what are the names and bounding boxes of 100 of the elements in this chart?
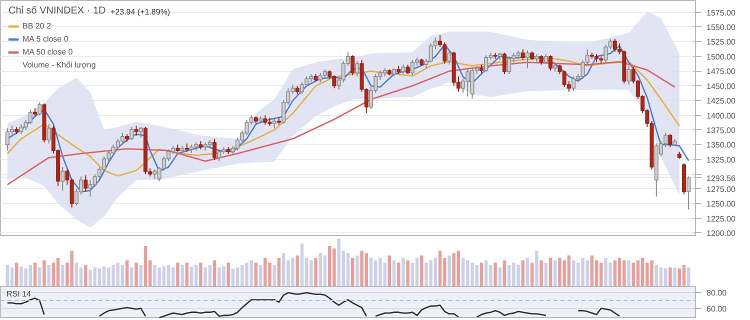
candlestick [520, 48, 525, 60]
bar [212, 260, 216, 286]
bar [554, 260, 557, 286]
candlestick [46, 124, 51, 144]
bar [682, 265, 686, 286]
text: Volume - Khối lượng [22, 60, 96, 70]
bar [350, 258, 354, 286]
candlestick [401, 64, 406, 75]
y-tick-label: 1450.00 [706, 82, 736, 91]
bar [415, 258, 419, 286]
bar [42, 260, 46, 286]
candlestick [544, 54, 548, 64]
candlestick [134, 125, 138, 136]
bar [47, 265, 50, 286]
text: +23.94 (+1.89%) [110, 8, 170, 16]
candlestick [507, 56, 512, 75]
y-tick-label: 1375.00 [706, 126, 736, 135]
bar [277, 258, 281, 286]
bar [548, 258, 552, 286]
bar [346, 253, 350, 286]
bar [494, 262, 497, 286]
bar [166, 265, 170, 286]
y-tick-label: 80.00 [706, 288, 728, 298]
y-tick-label: 1575.00 [706, 8, 736, 18]
y-tick-label: 1250.00 [706, 200, 736, 209]
bar [300, 244, 304, 286]
bar [526, 258, 530, 286]
bar [296, 256, 299, 286]
bar [314, 258, 318, 286]
y-tick-label: 1350.00 [706, 140, 736, 150]
candlestick [84, 174, 88, 192]
bar [33, 262, 37, 286]
candlestick [406, 64, 410, 75]
bar [388, 256, 392, 286]
bar [134, 262, 138, 286]
bar [530, 262, 534, 286]
y-tick-label: 1225.00 [706, 214, 736, 224]
candlestick [217, 148, 222, 162]
candlestick [120, 132, 124, 146]
y-tick-label: 1425.00 [706, 96, 736, 106]
bar [636, 260, 640, 286]
bar [406, 260, 410, 286]
legend-label: MA 50 close 0 [22, 48, 74, 56]
bar [627, 260, 630, 286]
bar [544, 262, 548, 286]
y-tick-label: 1400.00 [706, 111, 736, 120]
y-tick-label: 1525.00 [706, 38, 736, 47]
bar [139, 265, 142, 286]
bar [144, 246, 148, 286]
legend-label: BB 20 2 [22, 22, 52, 30]
candlestick [626, 65, 631, 86]
bar [613, 260, 617, 286]
bar [199, 262, 202, 286]
bar [125, 260, 129, 286]
candlestick [502, 52, 506, 75]
bar [369, 258, 373, 286]
bar [61, 265, 64, 286]
candlestick [668, 134, 672, 148]
candlestick [322, 68, 327, 80]
bar [397, 262, 400, 286]
bar [498, 267, 502, 286]
bar [10, 267, 14, 286]
bar [420, 256, 424, 286]
bar [664, 268, 668, 286]
y-tick-label: 1200.00 [706, 228, 736, 238]
y-tick-label: 1293.56 [706, 174, 736, 183]
bar [686, 267, 690, 286]
candlestick [525, 50, 530, 69]
bar [258, 265, 262, 286]
legend-label: MA 5 close 0 [22, 34, 69, 44]
candlestick [484, 54, 488, 72]
candlestick [272, 118, 276, 129]
candlestick [447, 50, 452, 66]
bar [226, 262, 230, 286]
bar [74, 262, 78, 286]
candlestick [355, 60, 360, 77]
bar [659, 267, 663, 286]
bar [185, 262, 189, 286]
bar [673, 267, 676, 286]
bar [171, 267, 175, 286]
bar [668, 267, 672, 286]
bar [254, 262, 258, 286]
bar [572, 260, 576, 286]
candlestick [28, 108, 32, 125]
y-tick-label: 1325.00 [706, 155, 736, 164]
bar [84, 265, 88, 286]
bar [176, 262, 180, 286]
bar [392, 260, 396, 286]
bar [480, 262, 484, 286]
candlestick [539, 54, 544, 66]
bar [402, 258, 405, 286]
bar [535, 250, 538, 286]
bar [56, 258, 60, 286]
y-tick-label: 1275.00 [706, 184, 736, 194]
candlestick [60, 166, 65, 192]
candlestick [38, 102, 42, 116]
bar [38, 267, 42, 286]
candlestick [350, 54, 355, 76]
candlestick [548, 54, 553, 72]
candlestick [686, 176, 691, 210]
